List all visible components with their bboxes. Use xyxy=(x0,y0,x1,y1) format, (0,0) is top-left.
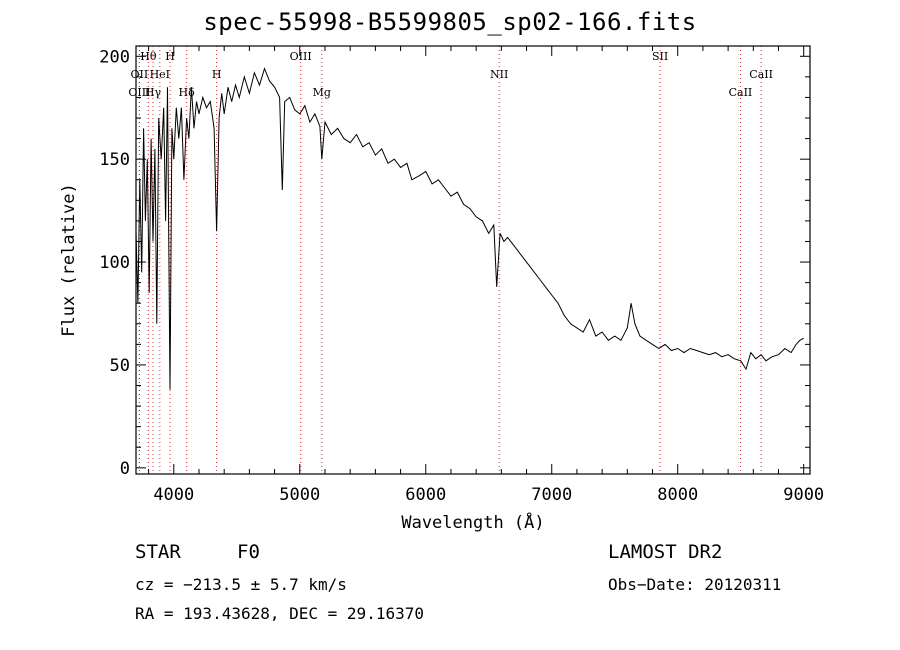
y-tick-label: 150 xyxy=(99,150,130,170)
spectral-subclass: F0 xyxy=(237,541,260,563)
spectral-line-label: Hδ xyxy=(179,86,196,99)
x-axis-label: Wavelength (Å) xyxy=(401,511,544,533)
ra-dec: RA = 193.43628, DEC = 29.16370 xyxy=(135,604,424,623)
x-tick-label: 6000 xyxy=(405,485,446,505)
spectral-line-label: NII xyxy=(490,68,508,81)
x-tick-label: 7000 xyxy=(531,485,572,505)
spectral-line-label: HeI xyxy=(150,68,170,81)
y-tick-label: 200 xyxy=(99,47,130,67)
y-tick-label: 100 xyxy=(99,253,130,273)
x-tick-label: 4000 xyxy=(153,485,194,505)
spectral-line-label: H xyxy=(165,50,175,63)
spectral-line-label: H xyxy=(212,68,222,81)
spectral-line-label: OII xyxy=(131,68,149,81)
object-type: STAR xyxy=(135,541,181,563)
x-tick-label: 8000 xyxy=(657,485,698,505)
y-tick-label: 50 xyxy=(110,356,130,376)
spectral-line-label: Hγ xyxy=(145,86,162,99)
spectral-line-label: Mg xyxy=(313,86,331,99)
spectrum-line xyxy=(135,67,804,390)
plot-frame xyxy=(135,45,811,475)
spectral-line-label: CaII xyxy=(729,86,753,99)
spectral-line-label: SII xyxy=(652,50,668,63)
survey-name: LAMOST DR2 xyxy=(608,541,723,563)
redshift-cz: cz = −213.5 ± 5.7 km/s xyxy=(135,575,347,594)
spectral-line-markers xyxy=(138,46,762,474)
spectral-line-label: Hθ xyxy=(140,50,157,63)
spectral-line-label: OIII xyxy=(128,86,150,99)
y-axis-label: Flux (relative) xyxy=(59,183,79,337)
x-tick-label: 5000 xyxy=(279,485,320,505)
spectral-line-label: OIII xyxy=(290,50,312,63)
x-axis-ticks: 4000 5000 6000 7000 8000 9000 xyxy=(148,46,824,505)
obs-date: Obs−Date: 20120311 xyxy=(608,575,782,594)
chart-title: spec-55998-B5599805_sp02-166.fits xyxy=(203,8,697,36)
y-tick-label: 0 xyxy=(120,459,130,479)
x-tick-label: 9000 xyxy=(783,485,824,505)
spectral-line-label: CaII xyxy=(749,68,773,81)
y-axis-ticks: 0 50 100 150 200 xyxy=(99,47,810,479)
